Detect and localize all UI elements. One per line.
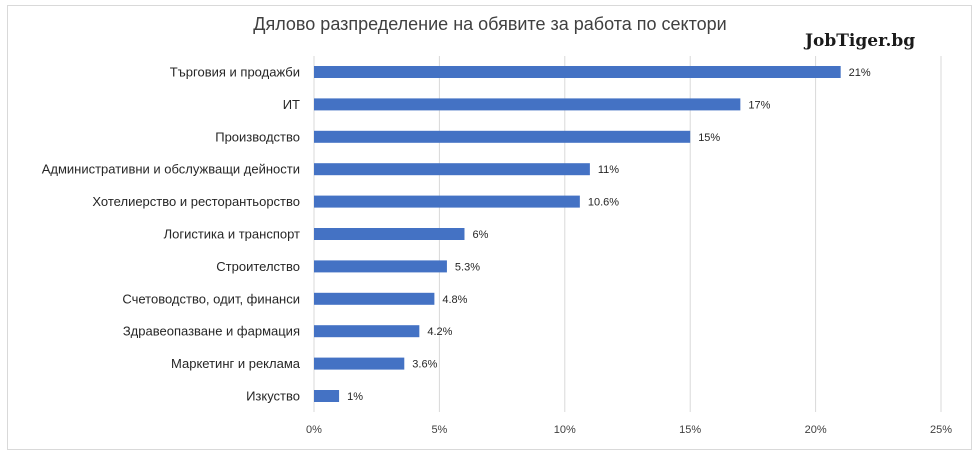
data-label: 6%: [472, 229, 488, 241]
chart-title: Дялово разпределение на обявите за работ…: [253, 14, 727, 34]
category-label: Търговия и продажби: [170, 65, 300, 80]
bar: [314, 228, 465, 240]
bar: [314, 130, 691, 143]
category-label: ИТ: [283, 97, 300, 112]
category-label: Логистика и транспорт: [164, 227, 300, 242]
data-label: 4.2%: [427, 326, 452, 338]
data-label: 21%: [849, 67, 871, 79]
data-label: 11%: [598, 164, 619, 176]
bar: [314, 292, 435, 305]
category-label: Счетоводство, одит, финанси: [122, 291, 300, 306]
bar: [314, 195, 580, 208]
jobtiger-logo: JobTiger.bg: [805, 31, 916, 51]
x-tick-label: 20%: [805, 424, 827, 436]
data-label: 3.6%: [412, 359, 437, 371]
x-tick-label: 15%: [679, 424, 701, 436]
category-label: Строителство: [216, 259, 300, 274]
bar: [314, 325, 420, 338]
data-label: 17%: [748, 99, 770, 111]
category-label: Хотелиерство и ресторантьорство: [92, 194, 300, 209]
bar: [314, 390, 340, 402]
category-label: Изкуство: [246, 389, 300, 404]
chart-frame: [7, 5, 972, 450]
category-label: Административни и обслужващи дейности: [42, 162, 300, 177]
x-tick-label: 5%: [431, 424, 447, 436]
bar: [314, 98, 741, 111]
bar: [314, 163, 590, 176]
bar: [314, 260, 447, 273]
x-tick-label: 0%: [306, 424, 322, 436]
data-label: 5.3%: [455, 261, 480, 273]
x-tick-label: 10%: [554, 424, 576, 436]
category-label: Здравеопазване и фармация: [123, 324, 300, 339]
data-label: 4.8%: [442, 294, 467, 306]
data-label: 15%: [698, 132, 720, 144]
x-tick-label: 25%: [930, 424, 952, 436]
data-label: 1%: [347, 391, 363, 403]
bar: [314, 66, 841, 78]
bar: [314, 357, 405, 370]
category-label: Производство: [215, 129, 300, 144]
category-label: Маркетинг и реклама: [171, 356, 301, 371]
data-label: 10.6%: [588, 197, 619, 209]
